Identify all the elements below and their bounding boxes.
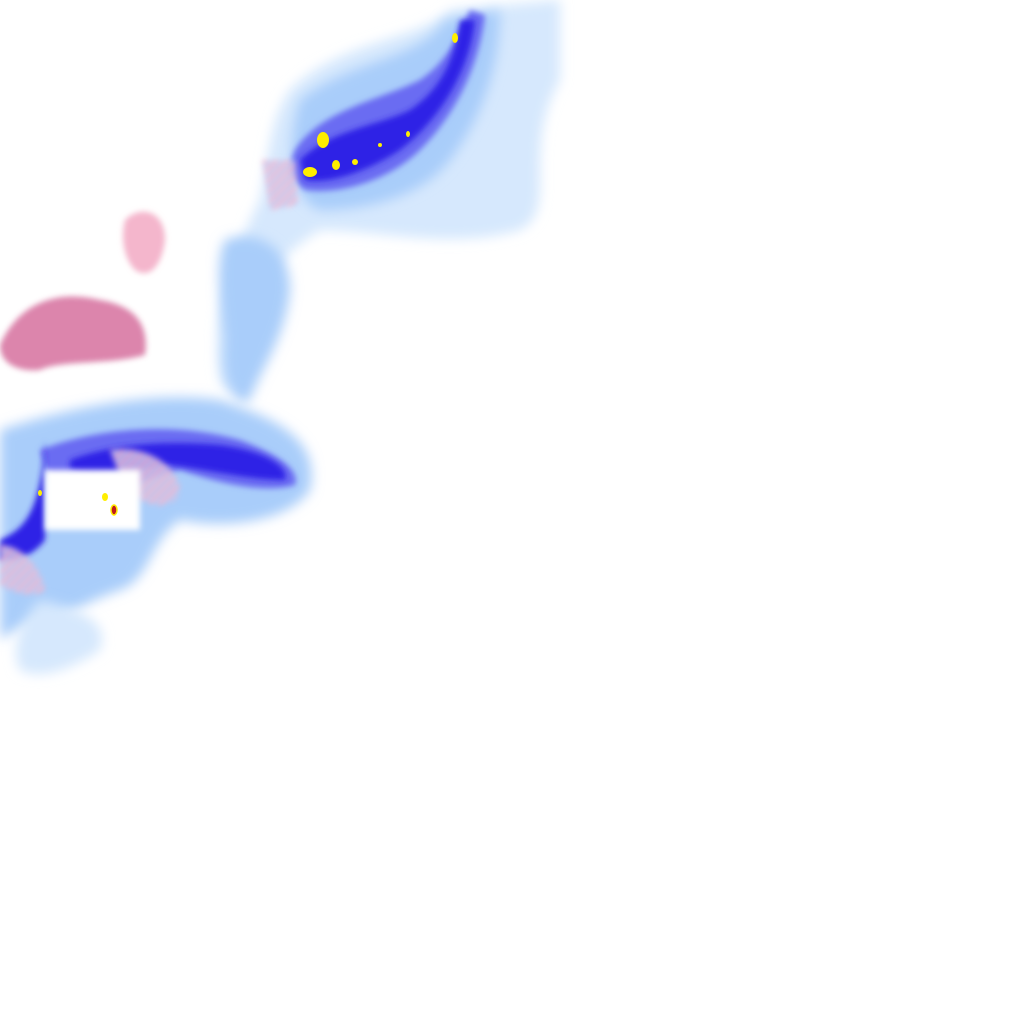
- precipitation-band-north: [217, 0, 561, 390]
- precipitation-band-trailing: [219, 236, 290, 402]
- intense-cells-north: [303, 33, 458, 177]
- intense-cells-south: [38, 490, 118, 516]
- mixed-precip-west: [0, 211, 165, 371]
- precipitation-band-south: [0, 397, 312, 674]
